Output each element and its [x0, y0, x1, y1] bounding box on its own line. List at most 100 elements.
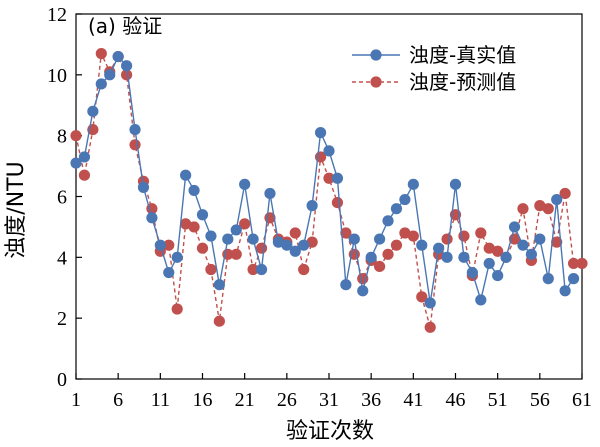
data-point: [230, 248, 242, 260]
data-point: [78, 169, 91, 181]
data-point: [154, 239, 166, 251]
data-point: [222, 233, 234, 245]
data-point: [205, 263, 217, 276]
data-point: [466, 266, 478, 279]
data-point: [534, 200, 546, 212]
x-tick-label: 31: [319, 389, 339, 411]
data-point: [441, 251, 453, 263]
data-point: [121, 60, 133, 72]
data-point: [180, 169, 192, 181]
data-point: [272, 236, 284, 248]
data-point: [390, 239, 403, 251]
data-point: [483, 257, 495, 270]
data-point: [500, 251, 512, 263]
data-point: [433, 242, 445, 254]
x-tick-label: 6: [113, 389, 123, 411]
data-point: [340, 227, 352, 239]
data-point: [180, 218, 192, 230]
data-point: [475, 227, 487, 239]
y-axis-title: 浊度/NTU: [4, 161, 29, 258]
data-point: [95, 47, 107, 60]
data-point: [121, 69, 133, 81]
data-point: [281, 239, 293, 251]
data-point: [483, 242, 495, 254]
data-point: [357, 285, 369, 297]
data-point: [289, 245, 301, 257]
x-tick-label: 41: [403, 389, 423, 411]
panel-label: (a) 验证: [88, 14, 162, 38]
data-point: [348, 233, 360, 245]
data-point: [517, 239, 529, 251]
data-point: [382, 248, 394, 260]
x-tick-label: 51: [488, 389, 508, 411]
data-point: [205, 230, 217, 242]
x-tick-label: 26: [277, 389, 297, 411]
data-point: [239, 178, 251, 190]
data-point: [331, 196, 344, 209]
data-point: [508, 221, 521, 233]
data-point: [70, 157, 82, 169]
data-point: [129, 139, 141, 151]
x-tick-label: 21: [235, 389, 255, 411]
data-point: [416, 239, 428, 251]
data-point: [289, 227, 301, 239]
data-point: [441, 233, 453, 245]
data-point: [424, 321, 436, 333]
legend-marker: [370, 49, 382, 61]
x-axis-title: 验证次数: [286, 419, 374, 444]
y-tick-label: 0: [57, 369, 67, 391]
data-point: [163, 239, 175, 251]
data-point: [424, 297, 436, 309]
data-point: [449, 178, 462, 190]
data-point: [171, 303, 183, 315]
data-point: [306, 200, 318, 212]
data-point: [567, 257, 580, 270]
data-point: [163, 266, 175, 279]
y-tick-label: 10: [47, 65, 67, 87]
watermark-text: 图片发布者：标志科技: [470, 429, 590, 444]
data-point: [542, 203, 554, 215]
data-point: [559, 285, 571, 297]
data-point: [196, 209, 209, 221]
data-point: [576, 257, 588, 270]
plot-frame: [75, 13, 583, 380]
data-point: [188, 184, 200, 197]
data-point: [78, 151, 91, 163]
data-point: [70, 130, 82, 142]
data-point: [255, 242, 268, 254]
data-point: [196, 242, 209, 254]
data-point: [551, 193, 563, 206]
y-tick-label: 8: [57, 126, 67, 148]
data-point: [475, 294, 487, 306]
data-point: [247, 263, 259, 276]
data-point: [458, 251, 470, 263]
data-point: [213, 315, 225, 327]
data-point: [517, 203, 529, 215]
data-point: [323, 172, 335, 184]
data-point: [567, 273, 580, 285]
data-point: [298, 263, 310, 276]
data-point: [188, 221, 200, 233]
legend-entry: 浊度-预测值: [352, 70, 516, 94]
data-point: [559, 187, 571, 200]
legend-marker: [370, 76, 382, 88]
data-point: [239, 218, 251, 230]
y-tick-label: 4: [57, 247, 67, 269]
data-point: [365, 251, 377, 263]
data-point: [314, 127, 327, 139]
data-point: [382, 215, 394, 227]
data-point: [95, 78, 107, 90]
legend-label: 浊度-真实值: [409, 43, 516, 67]
series-actual: [70, 50, 580, 309]
data-point: [323, 145, 335, 157]
data-point: [407, 178, 419, 190]
data-point: [112, 50, 124, 63]
data-point: [230, 224, 242, 236]
data-point: [399, 193, 411, 206]
x-tick-label: 16: [193, 389, 213, 411]
data-point: [255, 263, 268, 276]
y-tick-label: 2: [57, 308, 67, 330]
data-point: [399, 227, 411, 239]
